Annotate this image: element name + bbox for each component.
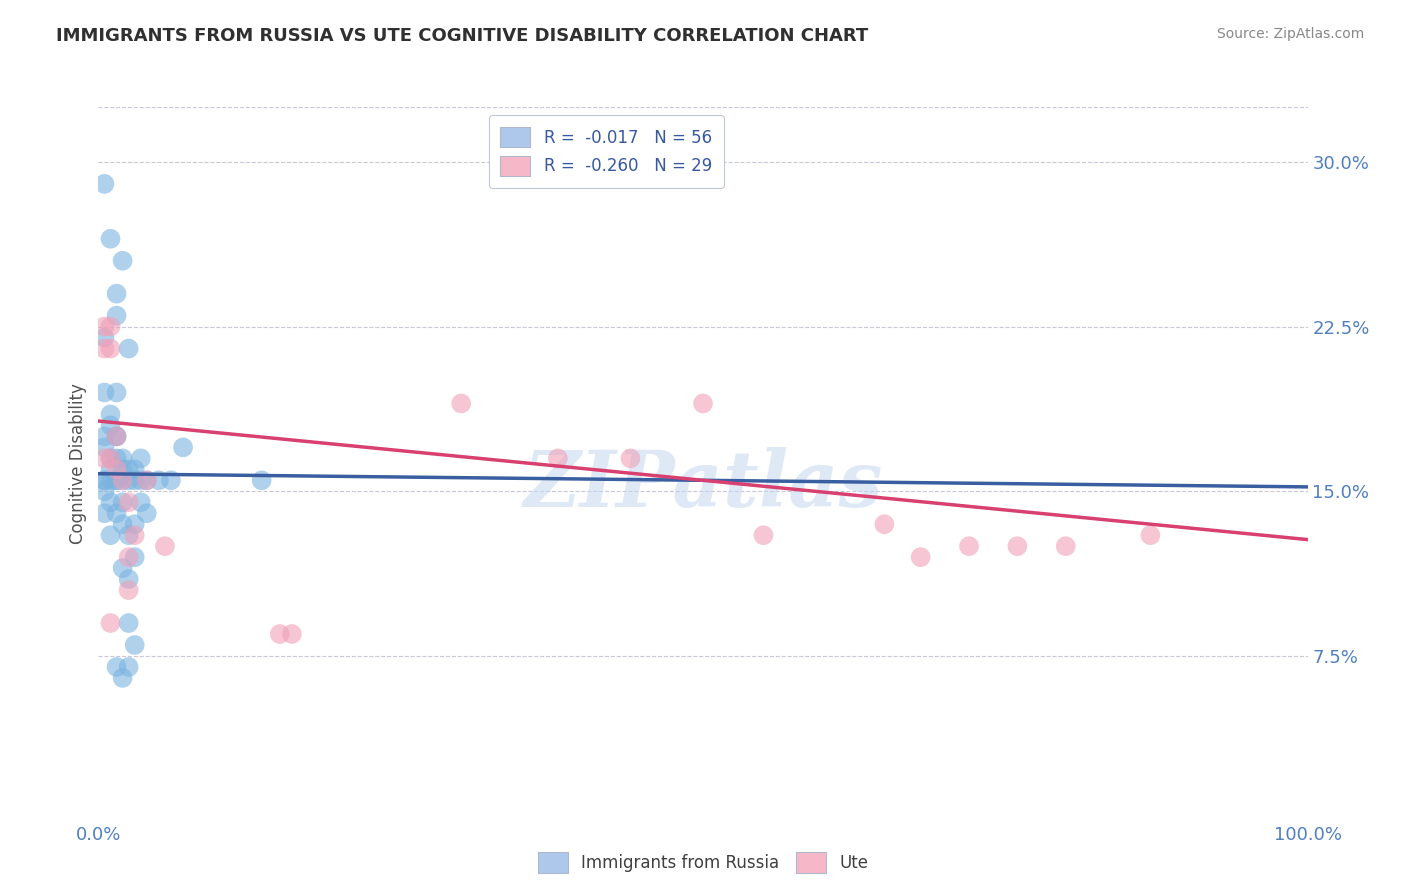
- Point: [129, 451, 152, 466]
- Point: [124, 528, 146, 542]
- Point: [100, 495, 122, 509]
- Point: [148, 473, 170, 487]
- Point: [100, 462, 122, 476]
- Point: [692, 396, 714, 410]
- Point: [105, 429, 128, 443]
- Point: [118, 473, 141, 487]
- Point: [111, 473, 134, 487]
- Point: [118, 615, 141, 630]
- Point: [111, 462, 134, 476]
- Y-axis label: Cognitive Disability: Cognitive Disability: [69, 384, 87, 544]
- Point: [111, 671, 134, 685]
- Point: [1007, 539, 1029, 553]
- Point: [118, 462, 141, 476]
- Point: [93, 473, 115, 487]
- Point: [111, 517, 134, 532]
- Point: [957, 539, 980, 553]
- Point: [129, 495, 152, 509]
- Point: [93, 385, 115, 400]
- Point: [160, 473, 183, 487]
- Point: [100, 319, 122, 334]
- Point: [450, 396, 472, 410]
- Point: [124, 462, 146, 476]
- Point: [118, 342, 141, 356]
- Legend: R =  -0.017   N = 56, R =  -0.260   N = 29: R = -0.017 N = 56, R = -0.260 N = 29: [489, 115, 724, 187]
- Point: [1139, 528, 1161, 542]
- Text: IMMIGRANTS FROM RUSSIA VS UTE COGNITIVE DISABILITY CORRELATION CHART: IMMIGRANTS FROM RUSSIA VS UTE COGNITIVE …: [56, 27, 869, 45]
- Point: [93, 484, 115, 499]
- Point: [105, 660, 128, 674]
- Point: [105, 473, 128, 487]
- Point: [250, 473, 273, 487]
- Point: [547, 451, 569, 466]
- Point: [135, 473, 157, 487]
- Point: [105, 506, 128, 520]
- Point: [100, 528, 122, 542]
- Point: [124, 473, 146, 487]
- Point: [105, 385, 128, 400]
- Point: [93, 429, 115, 443]
- Legend: Immigrants from Russia, Ute: Immigrants from Russia, Ute: [531, 846, 875, 880]
- Point: [93, 342, 115, 356]
- Point: [172, 441, 194, 455]
- Point: [111, 253, 134, 268]
- Point: [118, 583, 141, 598]
- Point: [93, 319, 115, 334]
- Point: [118, 660, 141, 674]
- Point: [93, 473, 115, 487]
- Point: [105, 429, 128, 443]
- Point: [100, 473, 122, 487]
- Point: [100, 615, 122, 630]
- Point: [153, 539, 176, 553]
- Text: Source: ZipAtlas.com: Source: ZipAtlas.com: [1216, 27, 1364, 41]
- Point: [111, 561, 134, 575]
- Point: [93, 330, 115, 344]
- Point: [752, 528, 775, 542]
- Point: [100, 232, 122, 246]
- Point: [619, 451, 641, 466]
- Point: [111, 495, 134, 509]
- Point: [93, 441, 115, 455]
- Point: [118, 528, 141, 542]
- Point: [100, 451, 122, 466]
- Point: [873, 517, 896, 532]
- Point: [129, 473, 152, 487]
- Point: [118, 572, 141, 586]
- Point: [281, 627, 304, 641]
- Text: ZIPatlas: ZIPatlas: [523, 447, 883, 524]
- Point: [1054, 539, 1077, 553]
- Point: [124, 550, 146, 565]
- Point: [100, 342, 122, 356]
- Point: [105, 309, 128, 323]
- Point: [100, 418, 122, 433]
- Point: [93, 177, 115, 191]
- Point: [105, 462, 128, 476]
- Point: [135, 473, 157, 487]
- Point: [111, 473, 134, 487]
- Point: [111, 451, 134, 466]
- Point: [118, 495, 141, 509]
- Point: [93, 451, 115, 466]
- Point: [105, 286, 128, 301]
- Point: [93, 506, 115, 520]
- Point: [105, 451, 128, 466]
- Point: [100, 408, 122, 422]
- Point: [118, 550, 141, 565]
- Point: [100, 451, 122, 466]
- Point: [105, 429, 128, 443]
- Point: [135, 506, 157, 520]
- Point: [124, 638, 146, 652]
- Point: [105, 473, 128, 487]
- Point: [910, 550, 932, 565]
- Point: [269, 627, 291, 641]
- Point: [124, 517, 146, 532]
